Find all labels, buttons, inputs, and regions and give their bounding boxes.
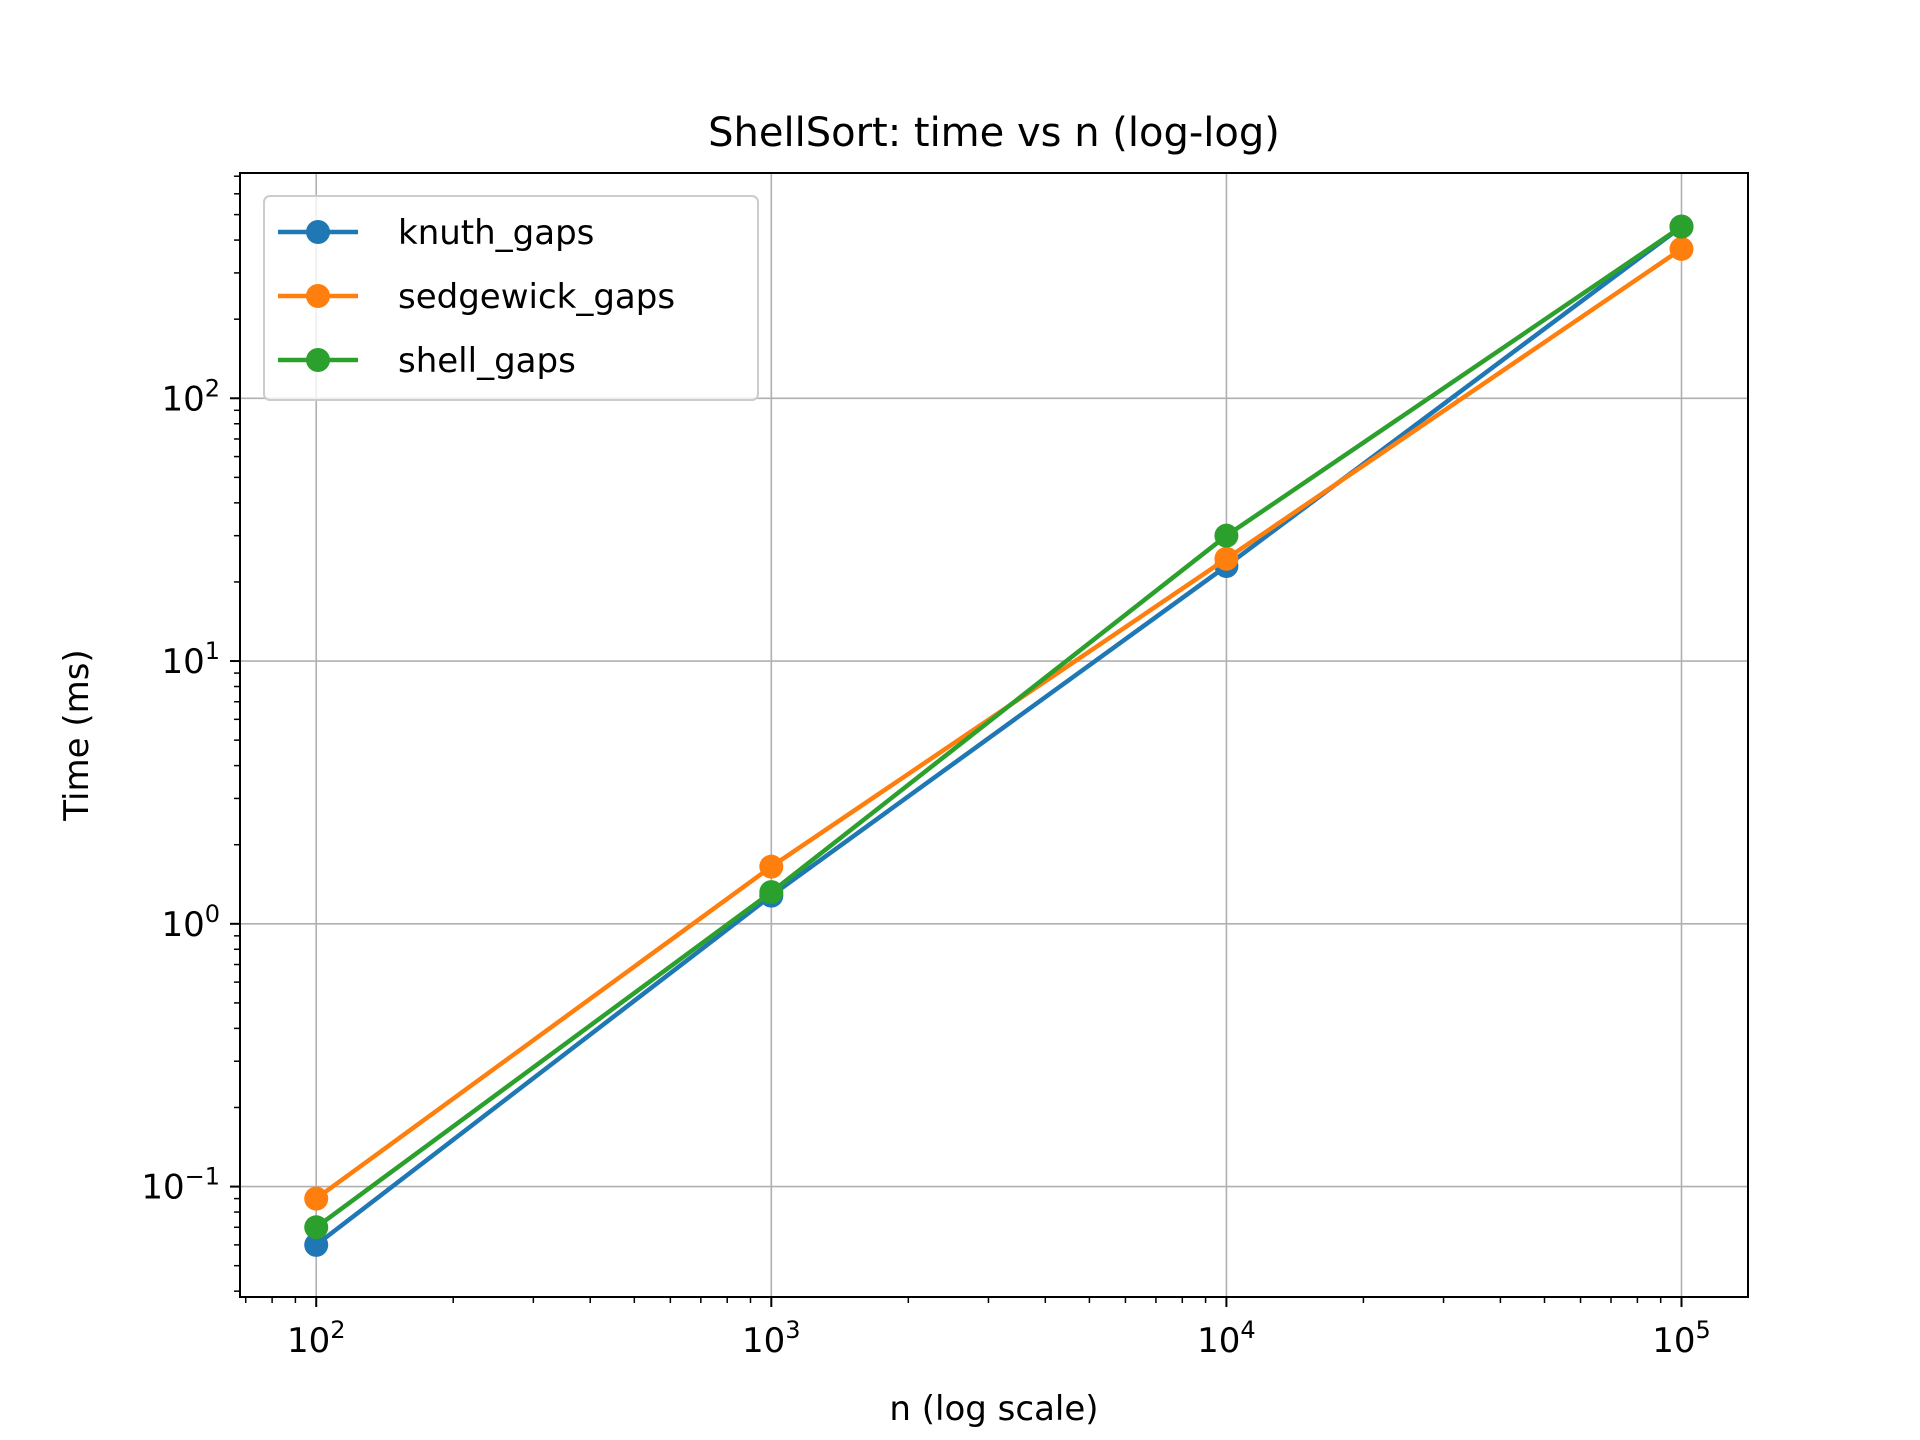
axis-ticks	[230, 175, 1683, 1307]
data-point	[1669, 214, 1694, 239]
y-tick-exponent: 1	[205, 637, 220, 665]
x-axis-label: n (log scale)	[889, 1389, 1098, 1429]
x-tick-base: 10	[1197, 1321, 1240, 1361]
data-point	[1214, 523, 1239, 548]
x-tick-label: 105	[1652, 1316, 1711, 1361]
y-axis-label: Time (ms)	[57, 649, 97, 821]
y-tick-exponent: −1	[185, 1163, 220, 1191]
x-tick-label: 103	[742, 1316, 801, 1361]
legend-label: knuth_gaps	[398, 213, 594, 253]
chart-title: ShellSort: time vs n (log-log)	[708, 110, 1280, 156]
legend-marker	[306, 220, 330, 244]
y-tick-label: 101	[161, 637, 220, 682]
data-point	[304, 1232, 329, 1257]
x-tick-label: 102	[287, 1316, 346, 1361]
series-layer	[304, 214, 1694, 1257]
legend-box	[263, 195, 759, 401]
series-line	[314, 224, 1683, 1230]
y-tick-base: 10	[161, 379, 204, 419]
y-tick-base: 10	[161, 642, 204, 682]
y-tick-label: 102	[161, 374, 220, 419]
legend: knuth_gaps sedgewick_gaps shell_gaps	[263, 195, 759, 401]
x-tick-exponent: 2	[330, 1316, 345, 1344]
legend-item: shell_gaps	[278, 341, 576, 381]
legend-marker	[306, 284, 330, 308]
legend-marker	[306, 348, 330, 372]
x-tick-exponent: 3	[785, 1316, 800, 1344]
data-point	[304, 1215, 329, 1240]
data-point	[1214, 546, 1239, 571]
x-tick-base: 10	[742, 1321, 785, 1361]
x-tick-exponent: 5	[1695, 1316, 1710, 1344]
y-tick-exponent: 0	[205, 900, 220, 928]
x-tick-base: 10	[287, 1321, 330, 1361]
y-tick-exponent: 2	[205, 374, 220, 402]
plot-frame	[239, 172, 1749, 1298]
data-point	[304, 1186, 329, 1211]
legend-label: sedgewick_gaps	[398, 277, 675, 317]
y-tick-base: 10	[161, 905, 204, 945]
legend-item: knuth_gaps	[278, 213, 594, 253]
data-point	[759, 854, 784, 879]
legend-item: sedgewick_gaps	[278, 277, 675, 317]
series-shell_gaps	[304, 214, 1694, 1240]
x-tick-exponent: 4	[1240, 1316, 1255, 1344]
y-tick-label: 10−1	[141, 1163, 220, 1208]
series-line	[314, 224, 1683, 1247]
x-tick-base: 10	[1652, 1321, 1695, 1361]
y-tick-base: 10	[141, 1168, 184, 1208]
x-tick-label: 104	[1197, 1316, 1256, 1361]
data-point	[759, 880, 784, 905]
data-point	[1669, 236, 1694, 261]
legend-label: shell_gaps	[398, 341, 576, 381]
y-tick-label: 100	[161, 900, 220, 945]
